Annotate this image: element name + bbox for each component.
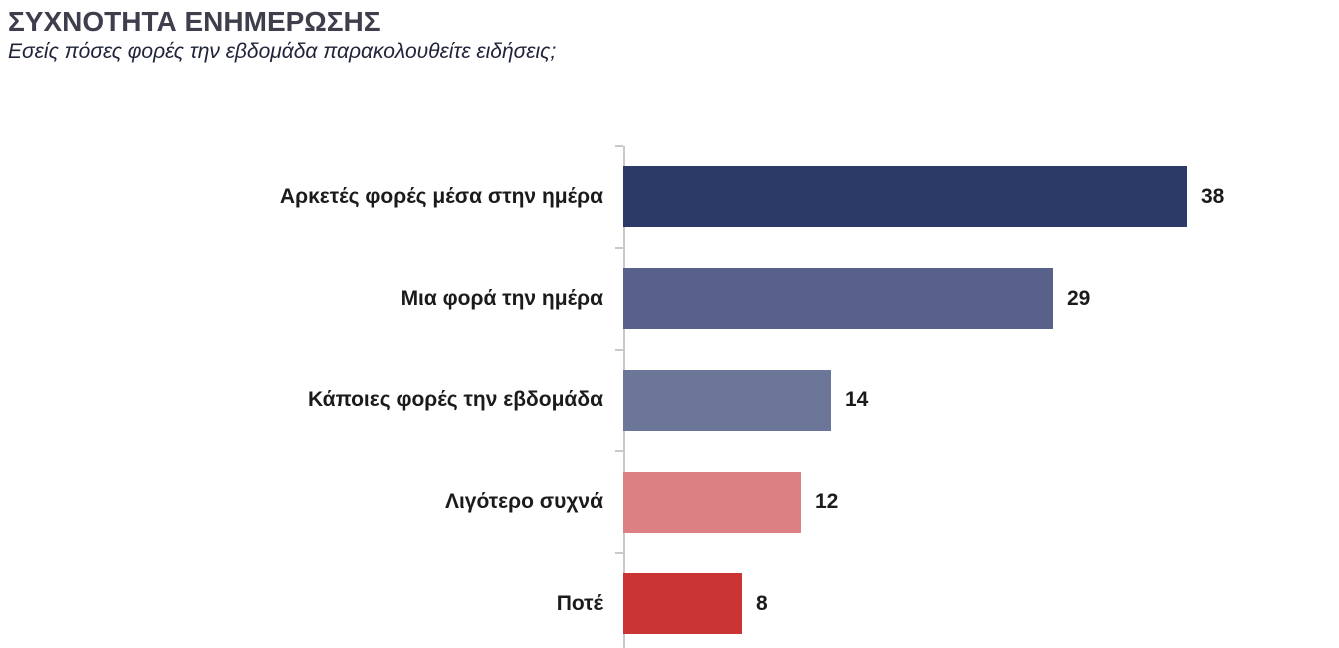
bar-row: Κάποιες φορές την εβδομάδα 14 [0,350,1339,452]
bar [623,369,831,431]
value-label: 8 [756,591,768,615]
value-label: 12 [815,490,839,514]
category-label: Ποτέ [556,591,603,615]
axis-tick [615,246,623,249]
axis-tick [615,552,623,554]
axis-tick [615,450,623,453]
chart-title: ΣΥΧΝΟΤΗΤΑ ΕΝΗΜΕΡΩΣΗΣ [8,6,381,37]
bar [623,471,801,533]
category-label: Κάποιες φορές την εβδομάδα [307,388,603,412]
axis-tick [615,145,623,147]
value-label: 14 [845,388,869,412]
value-label: 38 [1201,184,1225,208]
category-label: Λιγότερο συχνά [444,490,603,514]
value-label: 29 [1067,286,1091,310]
bar [623,573,742,635]
bar-row: Μια φορά την ημέρα 29 [0,248,1339,350]
bar-row: Αρκετές φορές μέσα στην ημέρα 38 [0,146,1339,248]
bar [623,268,1053,330]
bar [623,166,1187,228]
axis-tick [615,348,623,351]
category-label: Αρκετές φορές μέσα στην ημέρα [279,184,603,208]
category-label: Μια φορά την ημέρα [400,286,603,310]
chart-subtitle: Εσείς πόσες φορές την εβδομάδα παρακολου… [8,40,557,63]
bar-row: Λιγότερο συχνά 12 [0,451,1339,553]
bar-row: Ποτέ 8 [0,553,1339,648]
